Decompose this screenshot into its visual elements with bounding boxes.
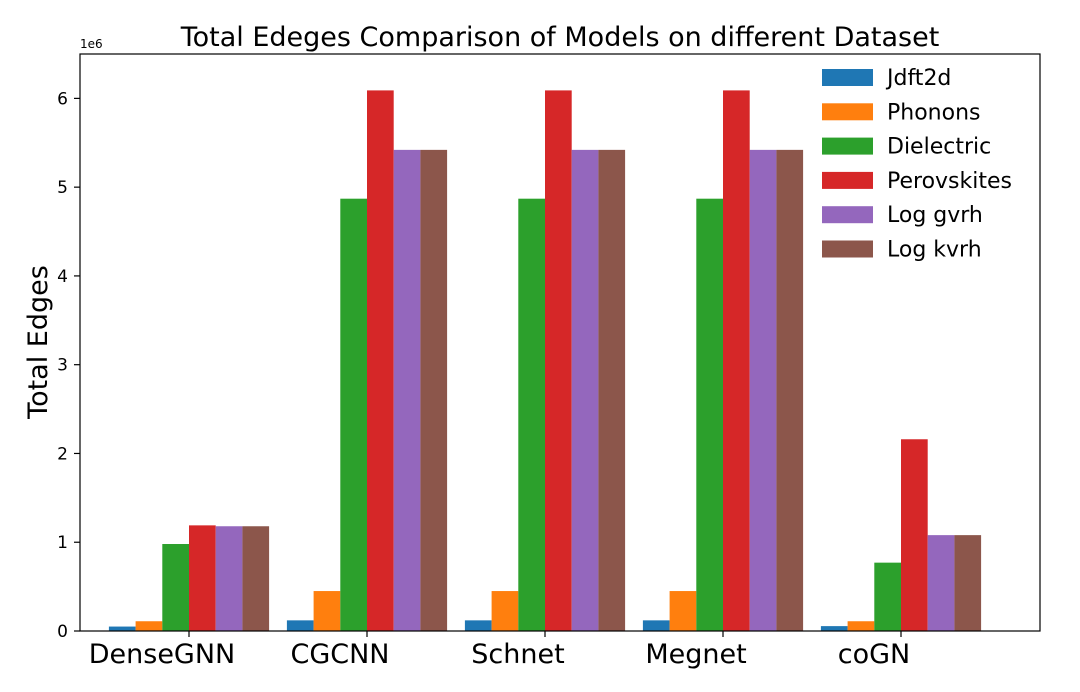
bar-group-cgcnn — [286, 90, 448, 631]
y-tick-label: 1 — [57, 533, 68, 553]
legend-swatch — [822, 137, 873, 155]
legend-label: Jdft2d — [885, 66, 951, 91]
bar-jdft2d-cgcnn — [286, 620, 314, 631]
y-tick-label: 5 — [57, 178, 68, 198]
chart-title: Total Edeges Comparison of Models on dif… — [180, 22, 940, 53]
bar-log-gvrh-cgcnn — [393, 149, 421, 631]
bar-group-megnet — [642, 90, 804, 631]
y-tick-label: 3 — [57, 356, 68, 376]
legend-label: Dielectric — [887, 135, 991, 160]
x-tick-label-megnet: Megnet — [645, 639, 746, 670]
bar-group-schnet — [464, 90, 626, 631]
legend-swatch — [822, 69, 873, 86]
bar-phonons-cgcnn — [313, 591, 341, 631]
bar-perovskites-cgcnn — [367, 90, 394, 631]
bar-log-kvrh-cgcnn — [420, 149, 448, 631]
bar-log-gvrh-schnet — [571, 149, 599, 631]
bars-layer — [108, 90, 982, 631]
bar-dielectric-schnet — [518, 198, 545, 631]
legend-swatch — [822, 206, 873, 224]
legend-item-phonons: Phonons — [822, 100, 980, 125]
plot-frame — [79, 53, 1041, 632]
x-tick-label-cogn: coGN — [838, 639, 910, 670]
bar-perovskites-cogn — [901, 439, 928, 631]
legend-label: Log kvrh — [887, 238, 982, 263]
legend-swatch — [822, 240, 873, 258]
legend-swatch — [822, 103, 873, 121]
bar-log-kvrh-schnet — [598, 149, 626, 631]
bar-perovskites-densegnn — [189, 525, 216, 631]
bar-log-kvrh-megnet — [776, 149, 804, 631]
bar-perovskites-megnet — [723, 90, 750, 631]
y-tick-label: 4 — [57, 267, 68, 287]
axes-layer: 0 1 2 3 4 5 6 DenseGNN CGCNN Schnet Megnet coGN — [57, 53, 1041, 670]
legend: Jdft2d Phonons Dielectric Perovskites Log gv… — [822, 66, 1012, 263]
bar-jdft2d-densegnn — [108, 626, 136, 631]
legend-item-log-kvrh: Log kvrh — [822, 238, 982, 263]
bar-phonons-cogn — [847, 621, 875, 631]
bar-log-gvrh-cogn — [927, 535, 955, 631]
x-tick-label-densegnn: DenseGNN — [89, 639, 236, 670]
legend-label: Perovskites — [887, 169, 1012, 194]
bar-log-kvrh-densegnn — [242, 526, 270, 631]
bar-log-gvrh-densegnn — [215, 526, 243, 631]
bar-dielectric-densegnn — [162, 544, 189, 631]
y-tick-label: 2 — [57, 444, 68, 464]
bar-dielectric-cogn — [874, 562, 901, 631]
bar-dielectric-cgcnn — [340, 198, 367, 631]
x-tick-label-cgcnn: CGCNN — [290, 639, 389, 670]
y-tick-label: 6 — [57, 89, 68, 109]
bar-phonons-densegnn — [135, 621, 163, 631]
bar-log-gvrh-megnet — [749, 149, 777, 631]
legend-item-jdft2d: Jdft2d — [822, 66, 951, 91]
y-axis-label: Total Edges — [23, 265, 54, 420]
y-tick-label: 0 — [57, 622, 68, 642]
x-tick-label-schnet: Schnet — [471, 639, 564, 670]
legend-swatch — [822, 171, 873, 189]
bar-dielectric-megnet — [696, 198, 723, 631]
bar-phonons-megnet — [669, 591, 697, 631]
legend-item-dielectric: Dielectric — [822, 135, 991, 160]
bar-jdft2d-cogn — [820, 626, 848, 631]
legend-item-log-gvrh: Log gvrh — [822, 203, 983, 228]
legend-label: Phonons — [887, 100, 980, 125]
legend-item-perovskites: Perovskites — [822, 169, 1012, 194]
y-axis-offset-label: 1e6 — [80, 37, 103, 51]
bar-jdft2d-megnet — [642, 620, 670, 631]
bar-group-cogn — [820, 439, 982, 631]
bar-perovskites-schnet — [545, 90, 572, 631]
bar-phonons-schnet — [491, 591, 519, 631]
bar-log-kvrh-cogn — [954, 535, 982, 631]
bar-jdft2d-schnet — [464, 620, 492, 631]
bar-group-densegnn — [108, 525, 270, 631]
legend-label: Log gvrh — [887, 203, 983, 228]
